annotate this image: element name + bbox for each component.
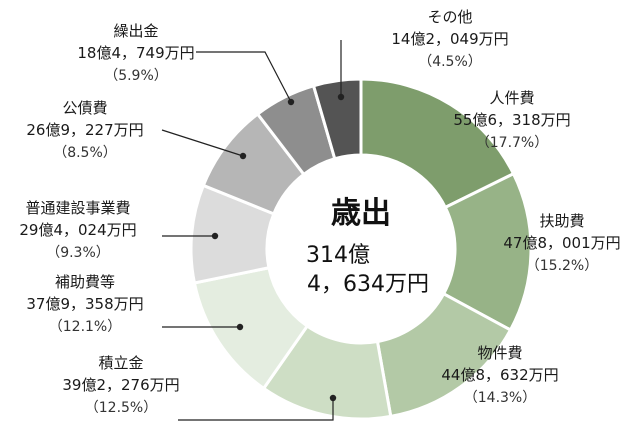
slice-percent: （14.3%） xyxy=(464,390,536,406)
slice-percent: （5.9%） xyxy=(104,68,168,84)
slice-percent: （4.5%） xyxy=(418,54,482,70)
slice-name: 物件費 xyxy=(477,344,522,362)
leader-line-7 xyxy=(161,129,244,157)
leader-line-8 xyxy=(196,51,292,103)
center-label: 歳出 314億 4，634万円 xyxy=(306,196,429,297)
slice-amount: 39億2，276万円 xyxy=(62,376,179,394)
slice-amount: 55億6，318万円 xyxy=(453,111,570,129)
slice-label-2: 扶助費 47億8，001万円 （15.2%） xyxy=(503,212,620,274)
slice-name: 普通建設事業費 xyxy=(25,199,130,217)
slice-amount: 29億4，024万円 xyxy=(19,221,136,239)
slice-amount: 44億8，632万円 xyxy=(441,366,558,384)
slice-amount: 14億2，049万円 xyxy=(391,30,508,48)
donut-slices xyxy=(189,77,533,421)
slice-label-4: 積立金 39億2，276万円 （12.5%） xyxy=(62,354,179,416)
leader-dot-6 xyxy=(211,232,219,240)
center-total-line1: 314億 xyxy=(306,243,370,268)
leader-dot-5 xyxy=(236,323,244,331)
slice-percent: （12.1%） xyxy=(49,319,121,335)
slice-name: 補助費等 xyxy=(55,273,115,291)
slice-label-3: 物件費 44億8，632万円 （14.3%） xyxy=(441,344,558,406)
slice-amount: 26億9，227万円 xyxy=(26,121,143,139)
center-total-line2: 4，634万円 xyxy=(307,272,429,297)
slice-label-9: その他 14億2，049万円 （4.5%） xyxy=(391,8,508,70)
slice-labels: 人件費 55億6，318万円 （17.7%） 扶助費 47億8，001万円 （15.2%）… xyxy=(19,8,620,416)
slice-label-5: 補助費等 37億9，358万円 （12.1%） xyxy=(26,273,143,335)
slice-amount: 18億4，749万円 xyxy=(77,44,194,62)
slice-percent: （9.3%） xyxy=(46,245,110,261)
slice-label-6: 普通建設事業費 29億4，024万円 （9.3%） xyxy=(19,199,136,261)
slice-percent: （17.7%） xyxy=(476,135,548,151)
slice-name: 扶助費 xyxy=(539,212,584,230)
slice-amount: 37億9，358万円 xyxy=(26,295,143,313)
slice-name: その他 xyxy=(427,8,472,26)
slice-label-8: 繰出金 18億4，749万円 （5.9%） xyxy=(77,22,194,84)
slice-name: 繰出金 xyxy=(113,22,158,40)
leader-dot-9 xyxy=(337,93,345,101)
slice-9 xyxy=(311,77,363,161)
slice-name: 積立金 xyxy=(98,354,143,372)
slice-1 xyxy=(359,77,516,210)
center-title: 歳出 xyxy=(331,196,391,231)
slice-name: 人件費 xyxy=(489,89,534,107)
slice-amount: 47億8，001万円 xyxy=(503,234,620,252)
slice-label-7: 公債費 26億9，227万円 （8.5%） xyxy=(26,99,143,161)
leader-dot-8 xyxy=(287,98,295,106)
slice-label-1: 人件費 55億6，318万円 （17.7%） xyxy=(453,89,570,151)
leader-dot-7 xyxy=(239,152,247,160)
leader-lines xyxy=(161,40,345,421)
leader-line-4 xyxy=(178,398,334,421)
slice-percent: （12.5%） xyxy=(85,400,157,416)
leader-dot-4 xyxy=(329,394,337,402)
slice-percent: （15.2%） xyxy=(526,258,598,274)
slice-percent: （8.5%） xyxy=(53,145,117,161)
slice-name: 公債費 xyxy=(62,99,107,117)
